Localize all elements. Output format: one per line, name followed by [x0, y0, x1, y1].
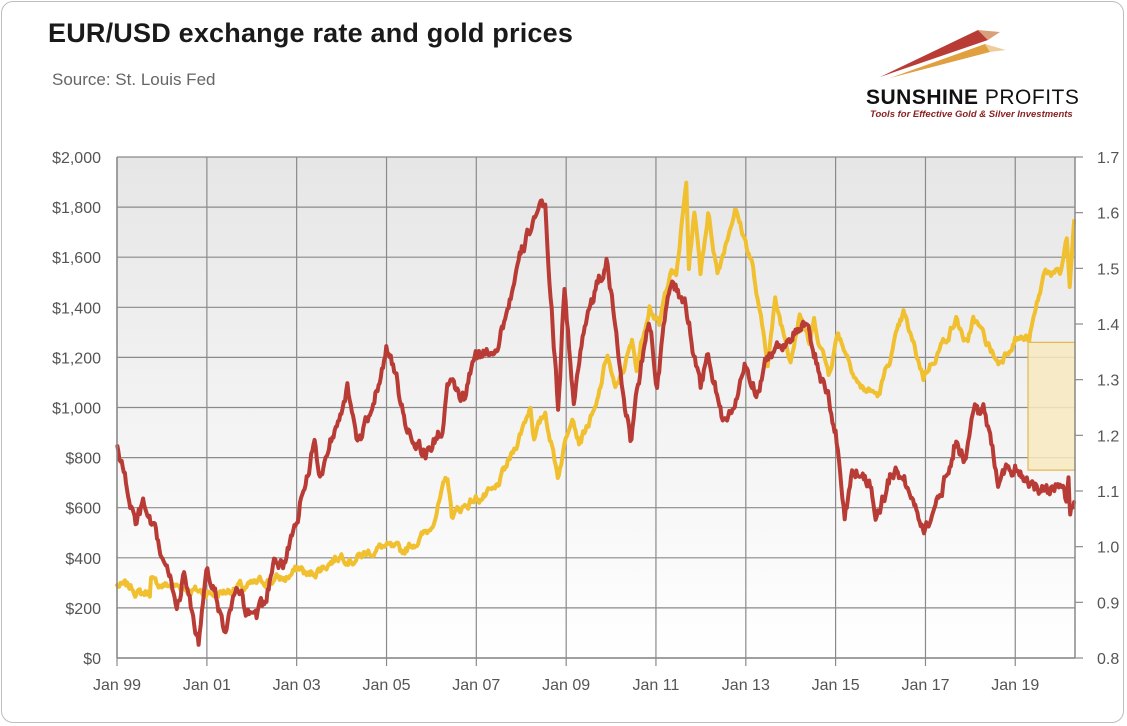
x-tick-label: Jan 07	[452, 677, 500, 694]
y-right-tick-label: 1.1	[1097, 484, 1119, 501]
y-left-tick-label: $1,600	[52, 250, 101, 267]
sunshine-profits-logo-icon	[880, 30, 1006, 78]
x-tick-label: Jan 15	[812, 677, 860, 694]
y-left-tick-label: $800	[65, 451, 101, 468]
series-group	[115, 180, 1077, 647]
x-tick-label: Jan 01	[183, 677, 231, 694]
x-tick-label: Jan 03	[273, 677, 321, 694]
y-right-tick-label: 1.4	[1097, 317, 1119, 334]
logo-wordmark: SUNSHINE PROFITS	[866, 86, 1079, 110]
y-left-tick-label: $1,800	[52, 200, 101, 217]
source-note: Source: St. Louis Fed	[52, 70, 216, 89]
gold-series-line	[115, 180, 1077, 600]
y-right-tick-label: 1.2	[1097, 428, 1119, 445]
y-right-tick-label: 1.5	[1097, 261, 1119, 278]
x-tick-label: Jan 09	[542, 677, 590, 694]
axes: $0 $200 $400 $600 $800 $1,000 $1,200 $1,400 $1,6…	[52, 150, 1119, 694]
x-tick-label: Jan 19	[991, 677, 1039, 694]
y-left-tick-label: $2,000	[52, 150, 101, 167]
gridlines	[116, 156, 1075, 659]
y-left-tick-label: $1,000	[52, 401, 101, 418]
y-right-tick-label: 0.9	[1097, 595, 1119, 612]
y-right-tick-label: 0.8	[1097, 651, 1119, 668]
x-tick-label: Jan 05	[363, 677, 411, 694]
logo-tagline: Tools for Effective Gold & Silver Invest…	[870, 109, 1073, 120]
highlight-box	[1027, 341, 1076, 471]
highlight-region	[1027, 341, 1076, 471]
y-left-tick-label: $600	[65, 501, 101, 518]
y-left-tick-label: $400	[65, 551, 101, 568]
y-left-tick-label: $0	[83, 651, 101, 668]
eurusd-series-line	[115, 198, 1077, 647]
x-tick-label: Jan 17	[901, 677, 949, 694]
logo-wordmark-light: PROFITS	[978, 86, 1080, 109]
chart-title: EUR/USD exchange rate and gold prices	[48, 18, 574, 48]
y-left-tick-label: $1,200	[52, 350, 101, 367]
y-right-tick-label: 1.0	[1097, 540, 1119, 557]
y-right-tick-label: 1.6	[1097, 206, 1119, 223]
logo-wordmark-bold: SUNSHINE	[866, 86, 979, 109]
y-left-tick-label: $200	[65, 601, 101, 618]
x-tick-label: Jan 99	[93, 677, 141, 694]
y-right-tick-label: 1.3	[1097, 373, 1119, 390]
x-tick-label: Jan 13	[722, 677, 770, 694]
x-tick-label: Jan 11	[633, 677, 680, 694]
y-left-tick-label: $1,400	[52, 300, 101, 317]
y-right-tick-label: 1.7	[1097, 150, 1119, 167]
